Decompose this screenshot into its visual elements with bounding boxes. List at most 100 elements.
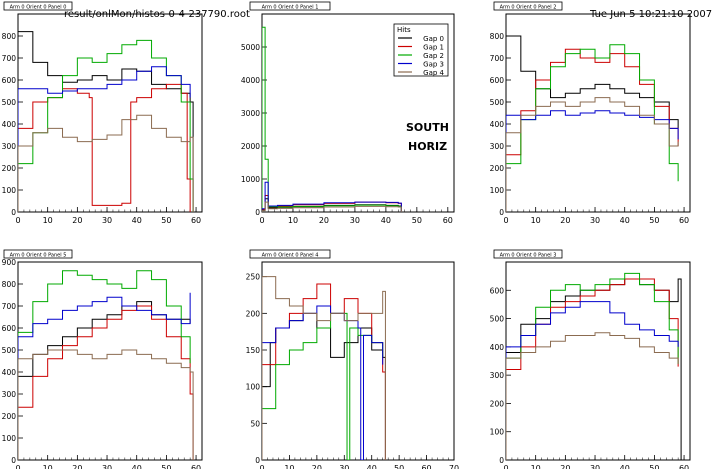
x-tick-label: 20 (560, 464, 570, 469)
y-tick-label: 3000 (241, 109, 260, 118)
y-tick-label: 300 (490, 371, 505, 380)
y-tick-label: 800 (2, 32, 17, 41)
x-tick-label: 40 (132, 216, 142, 225)
y-tick-label: 0 (255, 208, 260, 217)
panel-0: Arm 0 Orient 0 Panel 00 10 20 30 40 50 6001002… (2, 1, 203, 225)
y-tick-label: 800 (490, 32, 505, 41)
x-tick-label: 40 (132, 464, 142, 469)
x-tick-label: 60 (679, 216, 689, 225)
panel-1: Arm 0 Orient 0 Panel 1 0 10 20 30 40 50 60 0 1000… (241, 1, 455, 225)
file-path-label: result/onlMon/histos-0-4-237790.root (64, 9, 250, 20)
y-tick-label: 4000 (241, 76, 260, 85)
plot-frame (505, 13, 691, 213)
y-tick-label: 300 (2, 142, 17, 151)
x-tick-label: 0 (259, 216, 264, 225)
y-tick-label: 200 (490, 164, 505, 173)
y-tick-label: 200 (2, 412, 17, 421)
series-line-gap-1 (262, 195, 402, 212)
legend-entry: Gap 1 (423, 44, 444, 52)
x-tick-label: 50 (394, 464, 404, 469)
x-tick-label: 50 (161, 464, 171, 469)
legend-entry: Gap 4 (423, 69, 444, 77)
panel-title-box (249, 1, 331, 11)
y-tick-label: 900 (2, 258, 17, 267)
panel-title-box (493, 1, 563, 11)
y-tick-label: 0 (11, 456, 16, 465)
x-tick-label: 30 (590, 216, 600, 225)
series-line-gap-1 (18, 305, 194, 460)
x-tick-label: 40 (381, 216, 391, 225)
y-tick-label: 400 (2, 368, 17, 377)
x-tick-label: 50 (649, 216, 659, 225)
x-tick-label: 50 (161, 216, 171, 225)
series-line-gap-3 (18, 292, 191, 460)
panel-2: Arm 0 Orient 0 Panel 20 10 20 30 40 50 6001002… (490, 1, 691, 225)
x-tick-label: 30 (102, 464, 112, 469)
y-tick-label: 200 (490, 399, 505, 408)
plot-frame (505, 261, 691, 461)
panel-4: Arm 0 Orient 0 Panel 4 0 10 20 30 40 50 60 70 0 50… (246, 249, 459, 469)
y-tick-label: 5000 (241, 43, 260, 52)
y-tick-label: 600 (2, 76, 17, 85)
y-tick-label: 2000 (241, 142, 260, 151)
y-tick-label: 600 (2, 324, 17, 333)
panel-title: Arm 0 Orient 0 Panel 0 (10, 5, 67, 11)
x-tick-label: 60 (421, 464, 431, 469)
series-line-gap-1 (18, 83, 191, 212)
plot-frame (17, 13, 203, 213)
x-tick-label: 10 (531, 216, 541, 225)
y-tick-label: 400 (490, 120, 505, 129)
panel-title-box (3, 1, 73, 11)
x-tick-label: 0 (503, 464, 508, 469)
series-line-gap-2 (18, 270, 191, 460)
y-tick-label: 100 (2, 186, 17, 195)
y-tick-label: 150 (246, 346, 261, 355)
series-line-gap-4 (262, 276, 386, 460)
y-tick-label: 0 (11, 208, 16, 217)
y-tick-label: 100 (2, 434, 17, 443)
x-tick-label: 30 (350, 216, 360, 225)
series-line-gap-3 (262, 181, 402, 212)
x-tick-label: 0 (503, 216, 508, 225)
legend-title: Hits (397, 26, 411, 34)
x-tick-label: 20 (72, 216, 82, 225)
annotation-horiz: HORIZ (408, 140, 447, 153)
y-tick-label: 250 (246, 273, 261, 282)
series-line-gap-4 (262, 201, 402, 212)
x-tick-label: 20 (72, 464, 82, 469)
y-tick-label: 100 (490, 428, 505, 437)
series-line-gap-1 (506, 48, 679, 212)
x-tick-label: 40 (620, 464, 630, 469)
panel-title: Arm 0 Orient 0 Panel 4 (262, 253, 319, 259)
series-line-gap-2 (262, 26, 402, 212)
series-line-gap-3 (262, 305, 384, 460)
panel-title: Arm 0 Orient 0 Panel 5 (10, 253, 67, 259)
panel-5: Arm 0 Orient 0 Panel 30 10 20 30 40 50 6001002… (490, 249, 691, 469)
timestamp-label: Tue Jun 5 10:21:10 2007 (590, 9, 713, 20)
x-tick-label: 50 (412, 216, 422, 225)
panel-title: Arm 0 Orient 0 Panel 2 (500, 5, 557, 11)
y-tick-label: 500 (490, 98, 505, 107)
y-tick-label: 0 (499, 456, 504, 465)
y-tick-label: 50 (250, 419, 260, 428)
panel-title-box (493, 249, 563, 259)
x-tick-label: 10 (531, 464, 541, 469)
y-tick-label: 0 (255, 456, 260, 465)
x-tick-label: 20 (312, 464, 322, 469)
y-tick-label: 1000 (241, 175, 260, 184)
y-tick-label: 300 (490, 142, 505, 151)
y-tick-label: 600 (490, 76, 505, 85)
x-tick-label: 0 (15, 464, 20, 469)
series-line-gap-1 (506, 278, 679, 460)
x-tick-label: 50 (649, 464, 659, 469)
series-line-gap-0 (506, 278, 682, 460)
series-line-gap-3 (18, 66, 191, 212)
x-tick-label: 0 (259, 464, 264, 469)
y-tick-label: 200 (246, 309, 261, 318)
x-tick-label: 10 (284, 464, 294, 469)
x-tick-label: 30 (102, 216, 112, 225)
y-tick-label: 100 (490, 186, 505, 195)
series-line-gap-2 (506, 44, 679, 212)
series-line-gap-2 (18, 39, 194, 212)
plot-frame (261, 261, 455, 461)
